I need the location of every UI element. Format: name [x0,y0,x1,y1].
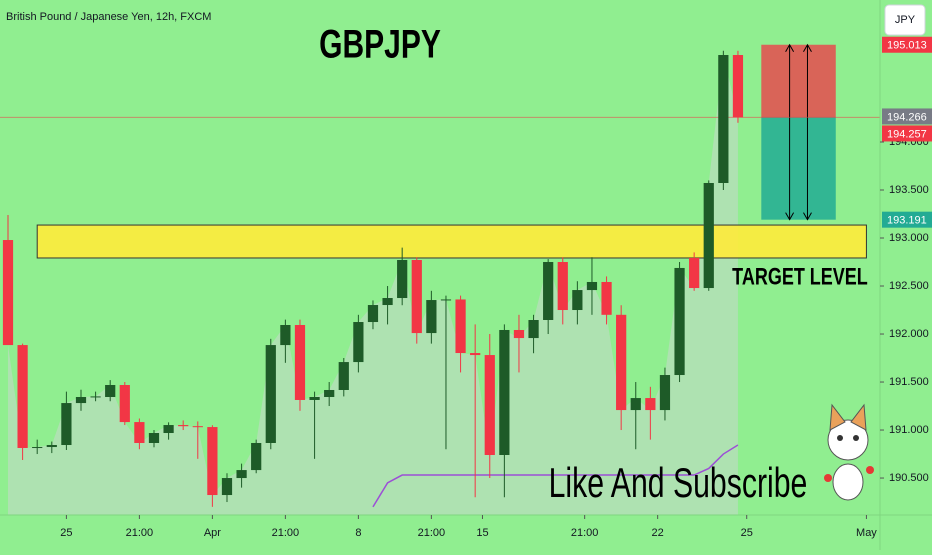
price-tag [882,125,932,142]
candle-body [616,314,627,411]
candle-body [46,445,57,448]
candle-body [528,320,539,339]
stop-zone [761,44,836,118]
x-tick-label: 22 [652,527,664,539]
candle-body [75,397,87,404]
currency-label[interactable]: JPY [895,14,916,26]
candle-body [105,385,116,398]
candle-body [294,324,306,400]
y-tick-label: 193.000 [889,232,929,244]
chart-title: British Pound / Japanese Yen, 12h, FXCM [6,11,211,23]
indicator-line [372,444,739,508]
candle-body [470,353,481,356]
candle-body [411,259,422,334]
candle-body [455,299,466,354]
y-tick-label: 192.000 [889,328,929,340]
candle-body [601,281,612,315]
price-tag [882,36,932,53]
candle-body [484,355,495,455]
candle-body [251,442,262,471]
candle-body [659,375,671,411]
x-tick-label: 15 [476,527,488,539]
currency-button[interactable] [884,4,926,36]
annotation: TARGET LEVEL [732,264,868,290]
x-tick-label: 21:00 [571,527,599,539]
candle-body [192,426,203,428]
candle-body [119,385,130,423]
candle-body [353,322,364,363]
candle-body [572,290,583,311]
y-tick-label: 192.500 [889,280,929,292]
y-tick-label: 191.500 [889,376,929,388]
annotation: Like And Subscribe [549,459,808,506]
cat-sticker [824,403,874,501]
x-tick-label: 8 [355,527,361,539]
candle-body [513,329,525,339]
price-tag-label: 195.013 [887,40,927,52]
y-tick-label: 191.000 [889,424,929,436]
candle-body [557,262,568,311]
candle-body [703,182,714,289]
symbol-title: GBPJPY [319,22,441,66]
candle-body [645,398,656,411]
x-tick-label: May [856,527,877,539]
price-tag-label: 193.191 [887,215,927,227]
candle-body [134,422,145,443]
candle-body [674,267,685,376]
x-tick-label: Apr [204,527,221,539]
price-tag-label: 194.266 [887,111,927,123]
candle-body [90,396,101,398]
price-tag [882,211,932,228]
y-tick-label: 190.500 [889,472,929,484]
candle-body [397,259,408,299]
target-zone-box [761,117,836,220]
x-tick-label: 21:00 [418,527,446,539]
candle-body [280,324,291,346]
position-arrow-head [803,43,812,221]
candle-body [61,403,72,446]
candle-body [207,427,218,496]
candle-body [17,345,28,448]
candle-body [148,433,160,443]
candle-body [426,300,437,334]
candle-body [732,55,744,118]
price-tag [882,108,932,125]
candle-body [499,329,510,455]
candle-body [178,425,189,427]
candle-body [718,55,729,183]
candle-body [586,281,598,291]
price-tag-label: 194.257 [887,128,927,140]
candle-body [630,398,641,411]
x-tick-label: 25 [60,527,72,539]
candle-body [309,397,320,400]
candle-body [367,305,379,323]
x-tick-label: 25 [741,527,753,539]
candle-body [32,447,43,449]
candle-body [2,240,14,346]
candle-body [338,362,349,390]
candle-body [221,478,233,496]
candle-body [440,299,452,301]
plot-area [0,43,880,516]
candle-body [265,345,276,443]
candle-body [324,389,335,398]
target-zone [36,224,867,259]
y-tick-label: 193.500 [889,184,929,196]
candle-body [236,470,247,479]
position-arrow-head [785,43,795,221]
x-tick-label: 21:00 [272,527,300,539]
candle-body [689,257,700,289]
x-tick-label: 21:00 [126,527,154,539]
candle-body [382,298,393,306]
candle-body [543,262,554,321]
close-area [8,55,738,516]
candle-body [163,425,174,434]
